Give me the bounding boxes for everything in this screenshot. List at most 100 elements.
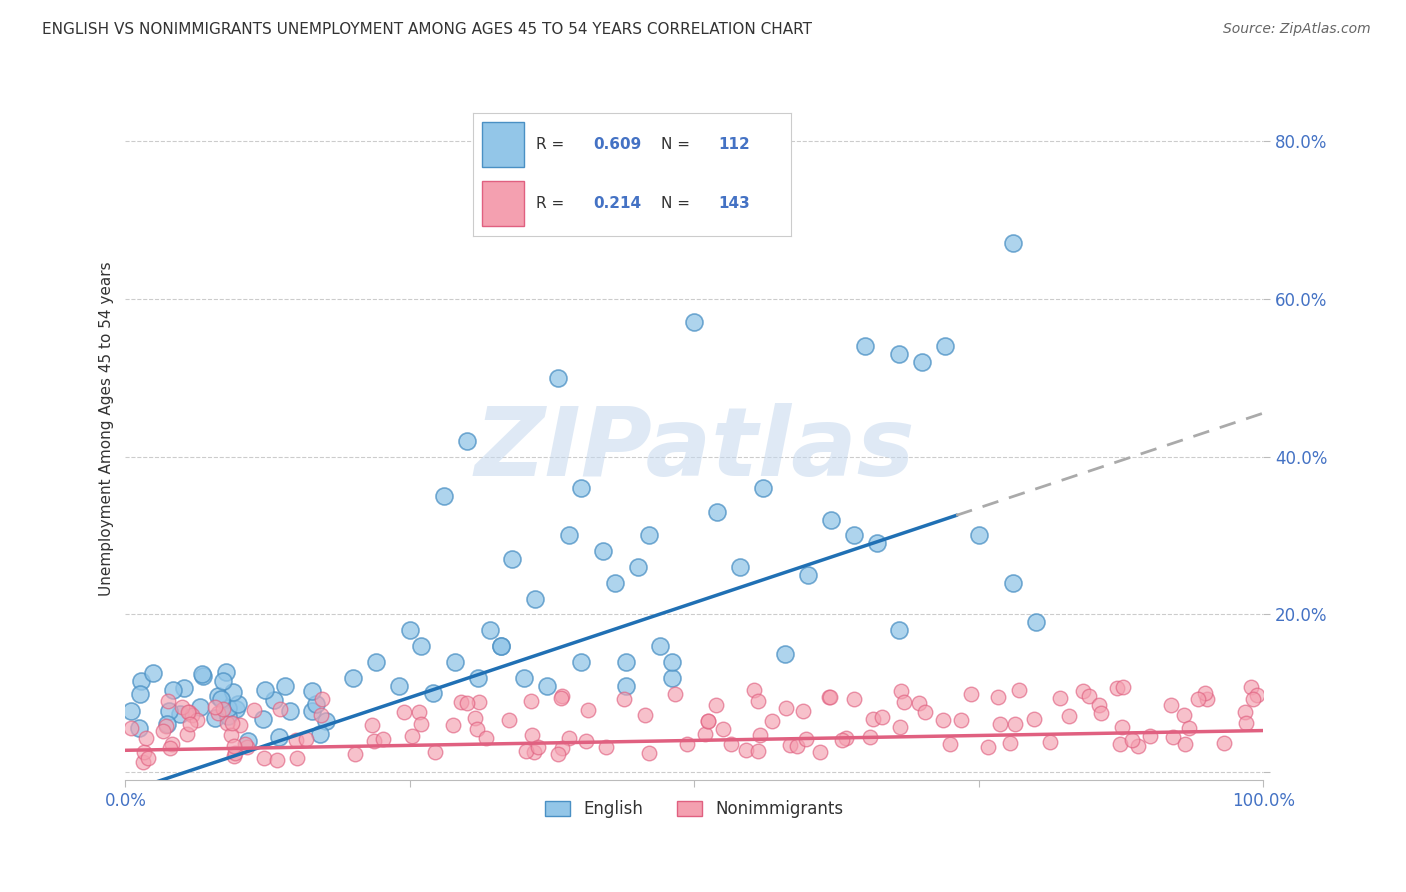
Point [661,671,683,685]
Point [1109,737,1132,751]
Point [749,728,772,742]
Point [859,730,882,744]
Point [142,665,165,680]
Point [513,671,536,685]
Point [309,707,332,722]
Point [547,370,569,384]
Point [711,722,734,736]
Point [285,751,308,765]
Point [221,685,243,699]
Point [423,745,446,759]
Point [136,751,159,765]
Point [569,481,592,495]
Point [155,719,177,733]
Point [865,536,887,550]
Point [468,695,491,709]
Point [889,347,911,361]
Point [614,679,637,693]
Point [1178,721,1201,735]
Point [204,711,226,725]
Point [252,712,274,726]
Point [637,746,659,760]
Point [129,674,152,689]
Point [309,727,332,741]
Point [489,639,512,653]
Point [569,655,592,669]
Point [152,724,174,739]
Point [498,713,520,727]
Point [1187,692,1209,706]
Point [1022,712,1045,726]
Point [704,698,727,712]
Point [1049,691,1071,706]
Point [295,731,318,746]
Point [489,639,512,653]
Point [524,591,547,606]
Text: ENGLISH VS NONIMMIGRANTS UNEMPLOYMENT AMONG AGES 45 TO 54 YEARS CORRELATION CHAR: ENGLISH VS NONIMMIGRANTS UNEMPLOYMENT AM… [42,22,813,37]
Point [817,690,839,705]
Point [720,737,742,751]
Point [728,560,751,574]
Point [842,692,865,706]
Point [274,679,297,693]
Point [794,732,817,747]
Point [1008,682,1031,697]
Point [224,749,246,764]
Point [614,655,637,669]
Point [775,700,797,714]
Point [862,713,884,727]
Point [775,647,797,661]
Point [683,315,706,329]
Point [523,745,546,759]
Point [221,715,243,730]
Point [934,339,956,353]
Point [592,544,614,558]
Point [156,694,179,708]
Point [1173,708,1195,723]
Point [456,434,478,448]
Point [387,679,409,693]
Point [751,481,773,495]
Point [215,665,238,680]
Point [1241,691,1264,706]
Point [695,726,717,740]
Point [1025,615,1047,630]
Point [422,686,444,700]
Point [1077,689,1099,703]
Point [1071,684,1094,698]
Point [889,721,911,735]
Point [853,339,876,353]
Point [1246,688,1268,702]
Point [215,715,238,730]
Point [576,703,599,717]
Point [411,639,433,653]
Point [212,702,235,716]
Point [467,671,489,685]
Point [315,714,337,729]
Point [224,739,246,754]
Point [557,731,579,745]
Point [441,717,464,731]
Point [1039,734,1062,748]
Point [238,733,260,747]
Point [834,731,856,746]
Point [613,692,636,706]
Point [221,728,243,742]
Point [1213,736,1236,750]
Point [797,568,820,582]
Point [207,706,229,721]
Point [1112,680,1135,694]
Point [595,739,617,754]
Point [311,691,333,706]
Point [361,718,384,732]
Point [233,737,256,751]
Point [551,741,574,756]
Point [914,705,936,719]
Point [890,684,912,698]
Point [696,714,718,729]
Point [558,528,581,542]
Point [1139,729,1161,743]
Point [950,713,973,727]
Point [253,751,276,765]
Point [129,687,152,701]
